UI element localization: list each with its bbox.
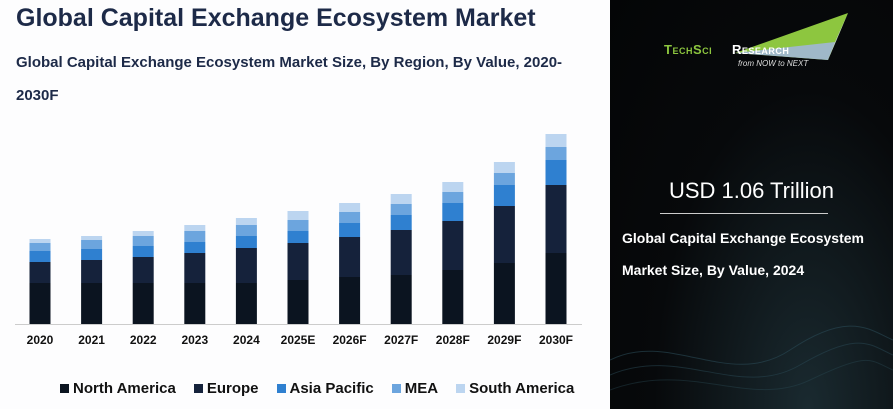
bar-mea-2021 [81,240,103,249]
legend-item: MEA [391,380,439,397]
bar-europe-2028F [442,221,464,270]
x-tick-label: 2029F [487,333,521,347]
bar-south-america-2021 [81,236,103,240]
bar-europe-2029F [493,206,515,263]
legend-swatch [391,384,401,393]
bar-north-america-2021 [81,283,103,324]
legend-swatch [276,384,286,393]
x-tick-label: 2027F [384,333,418,347]
logo-text-research: Research [732,42,790,57]
bar-mea-2025E [287,220,309,231]
bar-north-america-2025E [287,280,309,324]
stacked-bar-chart: 2020 2021 2022 2023 2024 2025E 2026F 2027F 2028F… [15,134,582,347]
bar-north-america-2028F [442,270,464,324]
bar-south-america-2027F [390,194,412,204]
legend-item: North America [60,380,176,397]
bar-europe-2027F [390,230,412,275]
bar-south-america-2020 [29,239,51,243]
bar-south-america-2025E [287,211,309,220]
bar-europe-2025E [287,243,309,280]
legend-swatch [193,384,203,393]
bar-asia-pacific-2030F [545,160,567,185]
bar-north-america-2024 [235,283,257,324]
bar-south-america-2024 [235,218,257,225]
x-tick-label: 2025E [281,333,316,347]
bar-mea-2027F [390,204,412,215]
bar-south-america-2023 [184,225,206,231]
techsci-logo [735,13,848,60]
legend-item: Asia Pacific [276,380,374,397]
bar-europe-2024 [235,248,257,283]
bar-asia-pacific-2024 [235,236,257,248]
bar-europe-2026F [339,237,361,277]
bar-north-america-2022 [132,283,154,324]
legend-label: MEA [404,380,439,397]
legend-label: Asia Pacific [289,380,374,397]
bar-north-america-2026F [339,277,361,324]
bar-north-america-2029F [493,263,515,324]
bar-asia-pacific-2021 [81,249,103,260]
bar-south-america-2026F [339,203,361,212]
legend-swatch [60,384,69,393]
bar-asia-pacific-2028F [442,203,464,221]
bar-mea-2026F [339,212,361,223]
x-tick-label: 2020 [27,333,54,347]
legend-label: South America [469,380,575,397]
x-tick-label: 2024 [233,333,260,347]
bar-europe-2022 [132,257,154,283]
legend-item: Europe [193,380,259,397]
bar-south-america-2022 [132,231,154,236]
highlight-panel: TechSci Research from NOW to NEXT USD 1.… [610,0,893,409]
chart-subtitle: Global Capital Exchange Ecosystem Market… [16,54,563,104]
legend-swatch [456,384,466,393]
bar-asia-pacific-2023 [184,242,206,253]
bar-asia-pacific-2020 [29,251,51,262]
bar-mea-2020 [29,243,51,251]
market-value: USD 1.06 Trillion [668,178,835,203]
bar-asia-pacific-2025E [287,231,309,243]
bar-asia-pacific-2022 [132,246,154,257]
bar-north-america-2023 [184,283,206,324]
chart-panel: Global Capital Exchange Ecosystem Market… [15,4,582,397]
market-value-description: Global Capital Exchange Ecosystem Market… [622,230,864,278]
bar-mea-2030F [545,147,567,160]
bar-europe-2023 [184,253,206,283]
bar-south-america-2028F [442,182,464,192]
legend: North America Europe Asia Pacific MEA South … [60,380,574,397]
bar-mea-2024 [235,225,257,236]
legend-label: Europe [206,380,259,397]
bar-north-america-2030F [545,253,567,324]
bar-europe-2020 [29,262,51,283]
logo-tagline: from NOW to NEXT [738,59,809,68]
legend-label: North America [73,380,176,397]
legend-item: South America [456,380,574,397]
wave-decoration [610,325,893,391]
bar-europe-2030F [545,185,567,253]
bar-mea-2029F [493,173,515,185]
bar-north-america-2027F [390,275,412,324]
x-tick-label: 2028F [436,333,470,347]
x-tick-label: 2023 [181,333,208,347]
bar-asia-pacific-2026F [339,223,361,237]
divider [660,213,828,214]
bar-asia-pacific-2029F [493,185,515,206]
bar-south-america-2030F [545,134,567,147]
bar-south-america-2029F [493,162,515,173]
x-tick-label: 2026F [333,333,367,347]
x-tick-label: 2021 [78,333,105,347]
logo-text-techsci: TechSci [664,42,713,57]
bar-mea-2028F [442,192,464,203]
x-tick-label: 2030F [539,333,573,347]
bar-europe-2021 [81,260,103,283]
x-tick-label: 2022 [130,333,157,347]
bar-mea-2023 [184,231,206,242]
bar-north-america-2020 [29,283,51,324]
chart-title: Global Capital Exchange Ecosystem Market [16,4,536,32]
bar-mea-2022 [132,236,154,246]
bar-asia-pacific-2027F [390,215,412,230]
